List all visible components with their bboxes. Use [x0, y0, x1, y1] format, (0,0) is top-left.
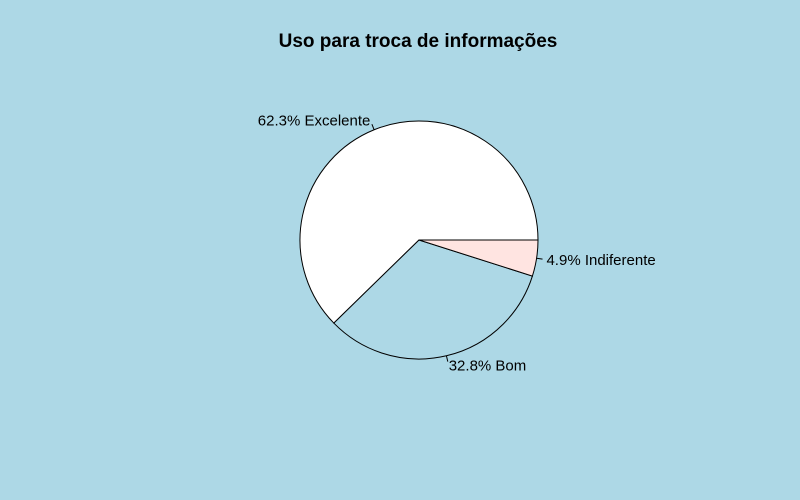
pie-slices: [299, 120, 539, 360]
chart-title: Uso para troca de informações: [279, 31, 558, 52]
pie-leader-line-excelente: [371, 124, 375, 130]
pie-label-indiferente: 4.9% Indiferente: [546, 252, 655, 269]
pie-label-excelente: 62.3% Excelente: [258, 113, 371, 130]
pie-leader-line-indiferente: [536, 257, 543, 260]
pie-leader-line-bom: [445, 355, 449, 362]
pie-slice-bom: [333, 239, 534, 360]
pie-label-bom: 32.8% Bom: [449, 358, 527, 375]
pie-labels: 62.3% Excelente 32.8% Bom 4.9% Indiferente: [258, 113, 656, 375]
pie-slice-indiferente: [418, 239, 539, 277]
